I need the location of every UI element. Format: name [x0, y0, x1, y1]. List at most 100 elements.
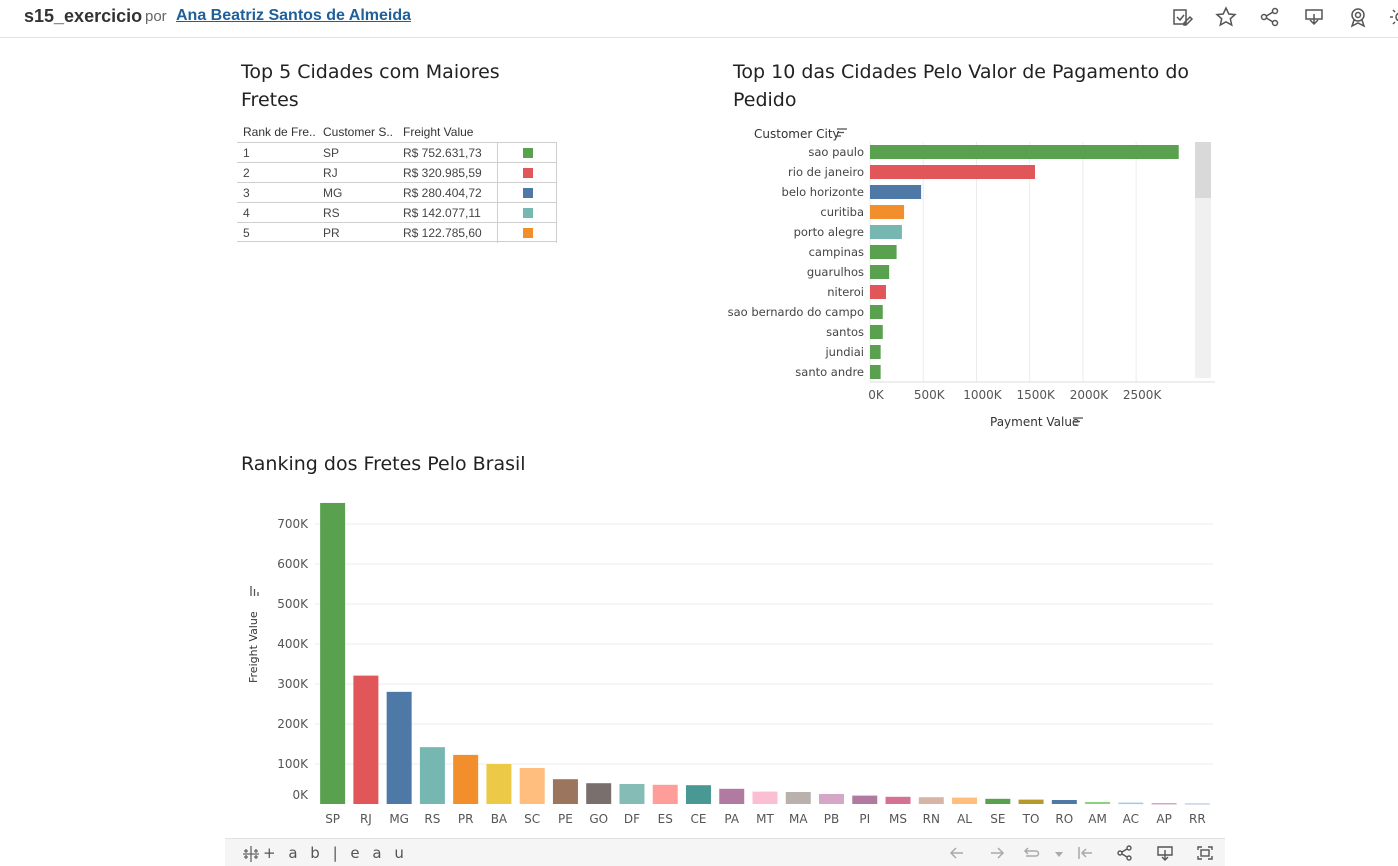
state-bar [952, 797, 978, 804]
rank-cell: 5 [243, 226, 250, 240]
city-tick-label: 2500K [1123, 388, 1163, 402]
state-bar [353, 675, 379, 804]
state-category-label: PE [558, 812, 573, 826]
bottom-download-icon[interactable] [1155, 843, 1175, 863]
city-x-sort-icon[interactable] [1073, 417, 1083, 426]
table-row[interactable]: 4 RS R$ 142.077,11 [237, 202, 557, 223]
city-scrollbar-thumb[interactable] [1195, 142, 1211, 198]
city-gridlines [869, 142, 1215, 383]
column-header-rank[interactable]: Rank de Fre.. [243, 125, 316, 139]
city-title-line2: Pedido [733, 89, 797, 111]
state-category-label: ES [658, 812, 673, 826]
state-gridlines [315, 523, 1213, 765]
state-category-labels: SP RJ MG RS PR BA SC PE GO DF ES CE PA MT MA PB PI MS RN AL… [325, 812, 1206, 826]
city-bar [870, 365, 881, 379]
state-bar [552, 779, 578, 804]
dropdown-chevron-icon[interactable] [1049, 843, 1063, 863]
city-scrollbar-track[interactable] [1195, 142, 1211, 378]
city-category-label: sao bernardo do campo [728, 305, 864, 319]
freight-cell: R$ 280.404,72 [403, 186, 482, 200]
state-category-label: GO [589, 812, 608, 826]
city-sort-icon[interactable] [837, 128, 847, 137]
state-category-label: RR [1189, 812, 1206, 826]
city-category-labels: sao paulo rio de janeiro belo horizonte cur… [728, 145, 864, 379]
state-axis-label-y[interactable]: Freight Value [247, 611, 260, 683]
state-bar [1151, 803, 1177, 805]
color-cell [497, 163, 557, 183]
city-bar [870, 305, 883, 319]
share-icon[interactable] [1258, 5, 1282, 29]
city-bar [870, 325, 883, 339]
settings-gear-icon[interactable] [1388, 5, 1398, 29]
state-bar [885, 796, 911, 804]
revert-icon[interactable] [1021, 843, 1041, 863]
table-row[interactable]: 3 MG R$ 280.404,72 [237, 182, 557, 203]
state-category-label: RS [424, 812, 440, 826]
state-category-label: DF [624, 812, 640, 826]
state-bar [320, 502, 346, 804]
city-category-label: santos [826, 325, 864, 339]
state-cell: SP [323, 146, 340, 160]
favorite-star-icon[interactable] [1214, 5, 1238, 29]
color-swatch [523, 208, 533, 218]
table-row[interactable]: 5 PR R$ 122.785,60 [237, 222, 557, 243]
state-bar [386, 691, 412, 804]
undo-arrow-icon[interactable] [947, 843, 967, 863]
city-category-label: sao paulo [808, 145, 864, 159]
tableau-logo[interactable]: + a b | e a u [263, 844, 408, 862]
city-axis-label-x[interactable]: Payment Value [990, 415, 1079, 429]
viz-title: s15_exercicio [24, 6, 143, 26]
color-cell [497, 223, 557, 243]
state-y-tick-labels: 0K 100K 200K 300K 400K 500K 600K 700K [277, 517, 309, 802]
state-bar [785, 792, 811, 804]
city-bar [870, 145, 1179, 159]
download-icon[interactable] [1302, 5, 1326, 29]
city-bar [870, 265, 890, 279]
city-bar [870, 345, 881, 359]
state-bar-chart[interactable]: 0K 100K 200K 300K 400K 500K 600K 700K SP RJ MG RS P… [240, 488, 1225, 833]
redo-arrow-icon[interactable] [987, 843, 1007, 863]
state-category-label: AL [957, 812, 972, 826]
city-category-label: niteroi [827, 285, 864, 299]
state-bar [486, 764, 512, 804]
tableau-logo-icon[interactable] [241, 844, 259, 862]
badge-icon[interactable] [1346, 5, 1370, 29]
state-category-label: SC [524, 812, 540, 826]
city-axis-label-y[interactable]: Customer City [754, 127, 840, 141]
city-bar-chart[interactable]: sao paulo rio de janeiro belo horizonte cur… [725, 122, 1225, 437]
state-bar [685, 785, 711, 804]
reset-first-icon[interactable] [1075, 843, 1095, 863]
state-bar [985, 798, 1011, 804]
city-category-label: campinas [809, 245, 864, 259]
state-bars [320, 502, 1210, 805]
state-bar [1051, 800, 1077, 804]
state-bar [819, 794, 845, 804]
author-link[interactable]: Ana Beatriz Santos de Almeida [176, 7, 412, 24]
fullscreen-icon[interactable] [1195, 843, 1215, 863]
column-header-state[interactable]: Customer S.. [323, 125, 394, 139]
city-tick-label: 0K [868, 388, 885, 402]
state-category-label: SP [325, 812, 340, 826]
state-bar [752, 791, 778, 804]
city-tick-label: 1500K [1016, 388, 1056, 402]
rank-cell: 3 [243, 186, 250, 200]
state-y-sort-icon[interactable] [250, 586, 259, 596]
table-row[interactable]: 1 SP R$ 752.631,73 [237, 142, 557, 163]
color-swatch [523, 188, 533, 198]
city-category-label: jundiai [824, 345, 864, 359]
state-bar [519, 768, 545, 804]
state-tick-label: 200K [277, 717, 309, 731]
table-title-line2: Fretes [241, 89, 299, 111]
bottom-share-icon[interactable] [1115, 843, 1135, 863]
edit-icon[interactable] [1170, 5, 1194, 29]
state-bar [419, 747, 445, 804]
table-row[interactable]: 2 RJ R$ 320.985,59 [237, 162, 557, 183]
state-category-label: PB [824, 812, 839, 826]
state-category-label: TO [1022, 812, 1040, 826]
rank-cell: 4 [243, 206, 250, 220]
city-category-label: curitiba [820, 205, 864, 219]
column-header-freight[interactable]: Freight Value [403, 125, 474, 139]
freight-cell: R$ 320.985,59 [403, 166, 482, 180]
state-category-label: CE [690, 812, 706, 826]
state-category-label: BA [491, 812, 508, 826]
